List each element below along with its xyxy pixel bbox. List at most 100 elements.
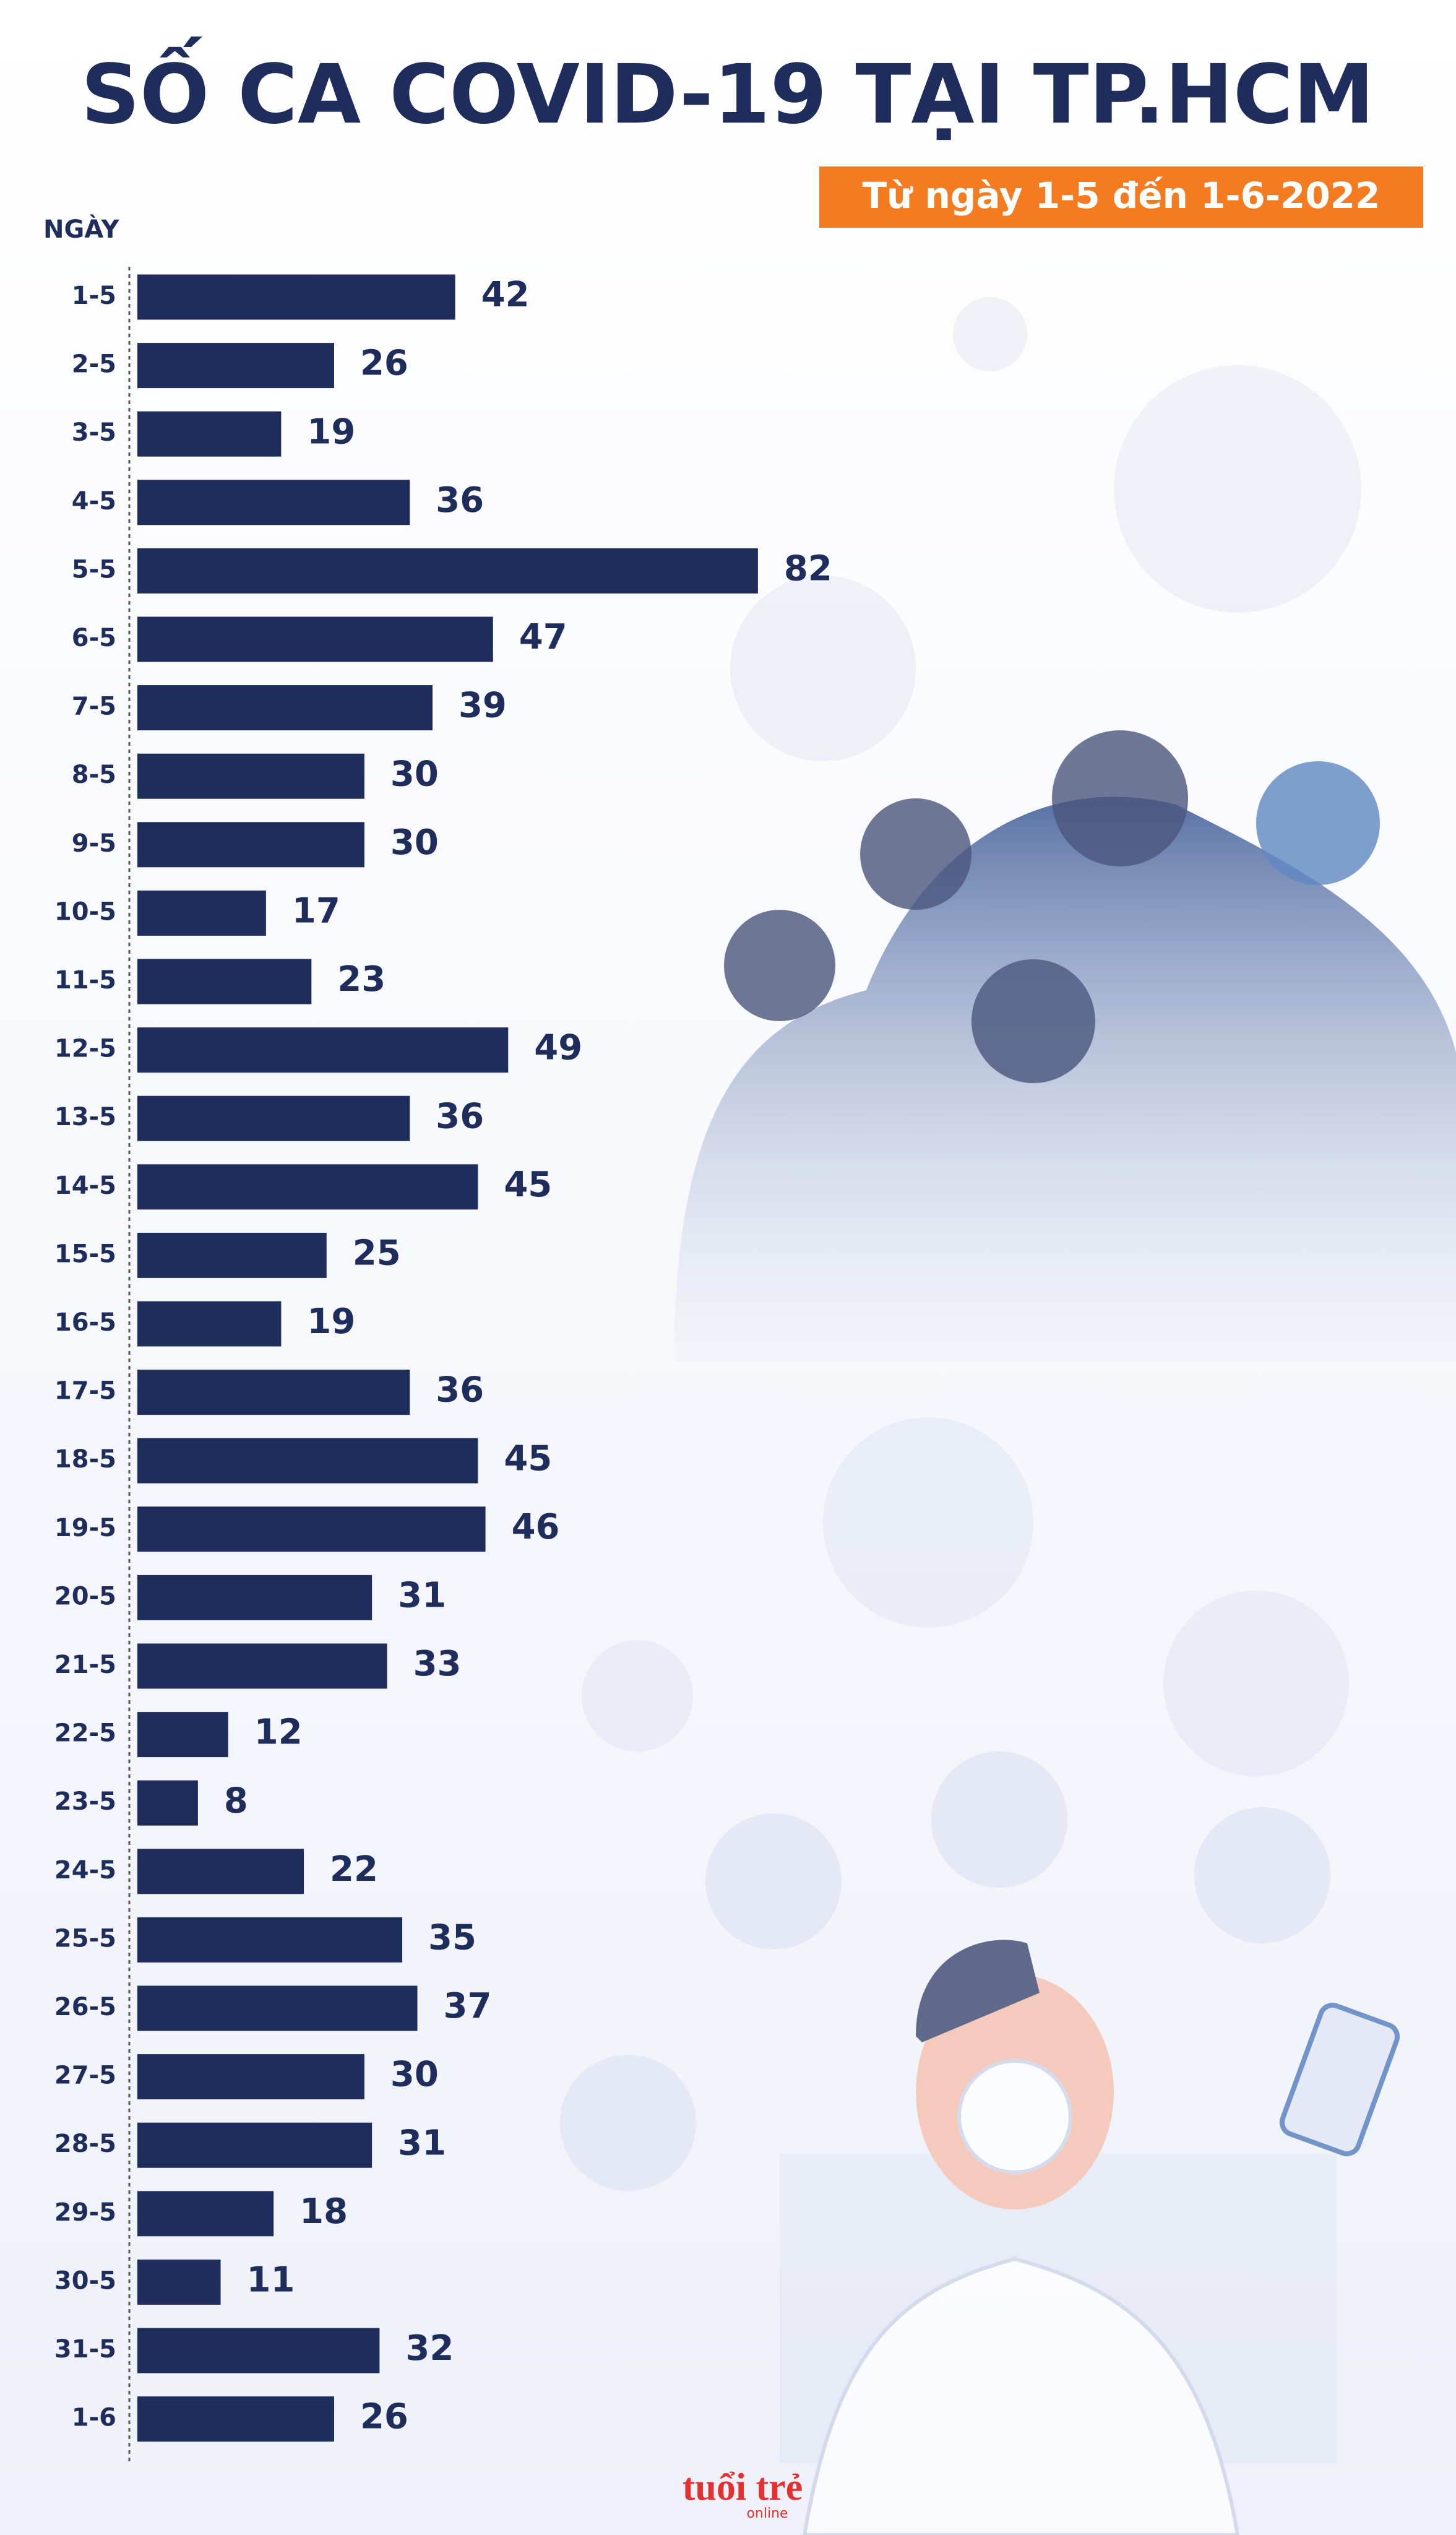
value-label: 45: [504, 1165, 552, 1205]
category-label: 27-5: [54, 2062, 116, 2090]
category-label: 1-5: [72, 282, 116, 310]
bar: [137, 822, 364, 868]
category-label: 16-5: [54, 1308, 116, 1337]
category-label: 10-5: [54, 897, 116, 926]
category-label: 31-5: [54, 2335, 116, 2364]
logo: tuổi trẻ: [683, 2466, 803, 2508]
value-label: 22: [330, 1849, 378, 1889]
category-label: 25-5: [54, 1924, 116, 1953]
bar: [137, 1780, 198, 1826]
value-label: 17: [292, 891, 340, 931]
bar: [137, 1370, 410, 1415]
bar: [137, 1985, 418, 2031]
category-label: 20-5: [54, 1582, 116, 1610]
bar: [137, 1917, 403, 1963]
value-label: 18: [299, 2192, 348, 2232]
bar: [137, 411, 282, 457]
value-label: 46: [512, 1507, 560, 1547]
category-label: 3-5: [72, 418, 116, 447]
chart-title: SỐ CA COVID-19 TẠI TP.HCM: [81, 37, 1374, 142]
category-label: 5-5: [72, 555, 116, 584]
value-label: 35: [428, 1918, 476, 1958]
bar: [137, 616, 493, 662]
value-label: 30: [390, 823, 439, 863]
bar: [137, 1574, 373, 1620]
category-label: 28-5: [54, 2130, 116, 2158]
category-label: 26-5: [54, 1993, 116, 2021]
bar: [137, 2054, 364, 2100]
value-label: 8: [224, 1781, 248, 1821]
category-label: 9-5: [72, 829, 116, 858]
category-label: 17-5: [54, 1377, 116, 1406]
value-label: 19: [307, 1302, 355, 1342]
value-label: 36: [436, 480, 484, 520]
bar: [137, 685, 433, 731]
value-label: 49: [534, 1028, 582, 1068]
bar: [137, 753, 364, 799]
value-label: 19: [307, 412, 355, 452]
category-label: 29-5: [54, 2198, 116, 2227]
value-label: 31: [398, 2123, 446, 2163]
value-label: 37: [444, 1986, 492, 2026]
bar: [137, 480, 410, 525]
bar: [137, 1643, 387, 1689]
value-label: 33: [413, 1644, 462, 1684]
bar: [137, 1301, 282, 1347]
value-label: 82: [784, 549, 832, 589]
bar: [137, 343, 334, 389]
value-label: 12: [254, 1712, 303, 1753]
bar: [137, 2259, 221, 2305]
value-label: 36: [436, 1096, 484, 1136]
value-label: 11: [247, 2260, 295, 2300]
crowd-illustration: [674, 730, 1456, 1362]
category-label: 19-5: [54, 1514, 116, 1542]
y-axis-label: NGÀY: [43, 214, 119, 244]
value-label: 30: [390, 754, 439, 794]
value-label: 30: [390, 2055, 439, 2095]
category-label: 15-5: [54, 1240, 116, 1268]
value-label: 32: [405, 2328, 454, 2369]
bar: [137, 1095, 410, 1141]
bar: [137, 1506, 486, 1552]
bar: [137, 1849, 304, 1894]
bar: [137, 959, 312, 1004]
bar: [137, 1164, 478, 1210]
category-label: 24-5: [54, 1856, 116, 1885]
category-label: 21-5: [54, 1651, 116, 1679]
subtitle-box: [819, 166, 1423, 228]
bar: [137, 2122, 373, 2168]
logo-sub: online: [746, 2506, 788, 2521]
decoration: [582, 297, 1361, 1776]
value-label: 47: [519, 617, 567, 657]
category-label: 6-5: [72, 624, 116, 652]
category-label: 22-5: [54, 1719, 116, 1748]
bar: [137, 274, 455, 320]
bar: [137, 2396, 334, 2442]
category-label: 12-5: [54, 1035, 116, 1063]
category-label: 13-5: [54, 1103, 116, 1131]
category-label: 30-5: [54, 2266, 116, 2295]
bar: [137, 1438, 478, 1483]
bar: [137, 548, 758, 594]
category-label: 23-5: [54, 1787, 116, 1816]
bar: [137, 1712, 228, 1758]
category-label: 1-6: [72, 2404, 116, 2432]
value-label: 26: [360, 343, 408, 384]
bar: [137, 1232, 327, 1278]
value-label: 36: [436, 1370, 484, 1410]
value-label: 23: [337, 959, 386, 1000]
value-label: 39: [459, 686, 507, 726]
value-label: 25: [353, 1233, 401, 1274]
category-label: 8-5: [72, 761, 116, 789]
value-label: 26: [360, 2397, 408, 2437]
value-label: 42: [481, 275, 530, 315]
value-label: 31: [398, 1576, 446, 1616]
category-label: 4-5: [72, 487, 116, 516]
chart-subtitle: Từ ngày 1-5 đến 1-6-2022: [863, 175, 1381, 217]
category-label: 7-5: [72, 693, 116, 721]
doctor-illustration: [560, 1751, 1400, 2535]
bar: [137, 1027, 509, 1073]
category-label: 2-5: [72, 350, 116, 379]
bar: [137, 2191, 274, 2237]
